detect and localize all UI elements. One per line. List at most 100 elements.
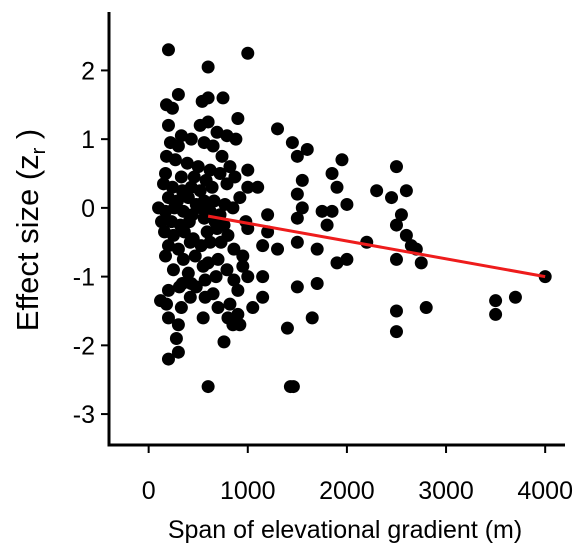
data-point xyxy=(261,208,275,222)
y-axis-label-subscript: r xyxy=(28,147,50,154)
data-point xyxy=(229,132,243,146)
data-point xyxy=(203,163,217,177)
data-point xyxy=(325,167,339,181)
data-points xyxy=(152,43,552,394)
data-point xyxy=(320,218,334,232)
data-point xyxy=(207,194,221,208)
data-point xyxy=(217,335,231,349)
data-point xyxy=(189,280,203,294)
data-point xyxy=(171,139,185,153)
data-point xyxy=(214,235,228,249)
data-point xyxy=(271,122,285,136)
data-point xyxy=(290,280,304,294)
data-point xyxy=(241,270,255,284)
data-point xyxy=(385,191,399,205)
data-point xyxy=(389,160,403,174)
data-point xyxy=(220,263,234,277)
data-point xyxy=(174,129,188,143)
data-point xyxy=(227,273,241,287)
data-point xyxy=(419,301,433,315)
data-point xyxy=(210,222,224,235)
data-point xyxy=(203,235,217,249)
data-point xyxy=(166,228,180,242)
data-point xyxy=(223,297,237,311)
data-point xyxy=(165,180,179,194)
data-point xyxy=(271,242,285,256)
y-tick-label: 0 xyxy=(81,195,95,223)
x-tick-label: 3000 xyxy=(418,477,474,505)
data-point xyxy=(166,263,180,277)
data-point xyxy=(389,252,403,266)
data-point xyxy=(191,160,205,174)
data-point xyxy=(226,201,240,215)
data-point xyxy=(169,331,183,345)
data-point xyxy=(236,259,250,273)
data-point xyxy=(174,301,188,315)
data-point xyxy=(330,256,344,270)
data-point xyxy=(335,153,349,167)
data-point xyxy=(206,139,220,153)
data-point xyxy=(370,184,384,198)
data-point xyxy=(171,87,185,101)
data-point xyxy=(198,273,212,287)
data-point xyxy=(414,256,428,270)
data-point xyxy=(201,380,215,394)
fit-line-group xyxy=(207,214,546,279)
x-axis-ticks: 0 1000 2000 3000 4000 xyxy=(142,445,573,505)
data-point xyxy=(389,218,403,232)
data-point xyxy=(310,242,324,256)
x-tick-label: 0 xyxy=(142,477,156,505)
y-tick-label: -1 xyxy=(73,264,95,292)
data-point xyxy=(159,297,173,311)
data-point xyxy=(159,249,173,263)
data-point xyxy=(161,43,175,57)
data-point xyxy=(195,94,209,108)
data-point xyxy=(201,60,215,74)
x-tick-label: 2000 xyxy=(319,477,375,505)
data-point xyxy=(196,259,210,273)
y-axis-label-close: ) xyxy=(10,129,45,148)
data-point xyxy=(256,290,270,304)
data-point xyxy=(236,249,250,263)
data-point xyxy=(161,118,175,132)
axes-frame xyxy=(107,12,565,447)
data-point xyxy=(399,184,413,198)
data-point xyxy=(193,118,207,132)
data-point xyxy=(180,156,194,170)
data-point xyxy=(209,270,223,284)
data-point xyxy=(489,294,503,308)
data-point xyxy=(290,187,304,201)
data-point xyxy=(172,280,186,294)
data-point xyxy=(251,180,265,194)
data-point xyxy=(389,304,403,318)
data-point xyxy=(181,266,195,280)
data-point xyxy=(182,215,196,229)
data-point xyxy=(290,149,304,163)
data-point xyxy=(508,290,522,304)
data-point xyxy=(256,270,270,284)
data-point xyxy=(216,91,230,105)
data-point xyxy=(399,228,413,242)
data-point xyxy=(290,211,304,225)
data-point xyxy=(330,180,344,194)
data-point xyxy=(231,307,245,321)
y-axis-label: Effect size (zr ) xyxy=(10,129,50,331)
data-point xyxy=(211,252,225,266)
data-point xyxy=(196,311,210,325)
data-point xyxy=(231,112,245,126)
data-point xyxy=(183,290,197,304)
data-point xyxy=(171,345,185,359)
y-tick-label: 1 xyxy=(81,126,95,154)
data-point xyxy=(241,46,255,60)
data-point xyxy=(184,132,198,146)
data-point xyxy=(211,301,225,315)
fit-line xyxy=(207,214,546,279)
data-point xyxy=(227,242,241,256)
data-point xyxy=(197,211,211,225)
data-point xyxy=(174,170,188,184)
data-point xyxy=(489,307,503,321)
data-point xyxy=(220,177,234,191)
data-point xyxy=(165,101,179,115)
data-point xyxy=(183,235,197,249)
